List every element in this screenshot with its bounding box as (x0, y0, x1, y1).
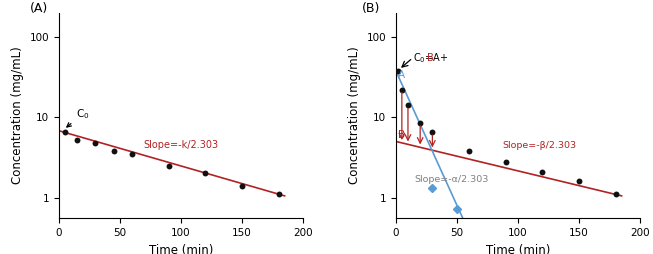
Point (127, 152, 137, 156)
Point (274, 192, 284, 196)
Point (59, 130, 70, 134)
X-axis label: Time (min): Time (min) (149, 244, 213, 254)
Point (163, 164, 174, 168)
Point (393, 69, 404, 73)
Point (500, 160, 511, 164)
Text: C$_0$: C$_0$ (67, 107, 89, 127)
Point (574, 179, 584, 183)
Point (200, 171, 210, 176)
Point (72, 138, 82, 142)
Point (403, 103, 413, 107)
Text: B: B (398, 130, 405, 140)
Text: A: A (398, 70, 405, 80)
Text: Slope=-k/2.303: Slope=-k/2.303 (143, 139, 218, 150)
Text: (B): (B) (362, 3, 380, 15)
Y-axis label: Concentration (mg/mL): Concentration (mg/mL) (348, 47, 361, 184)
Y-axis label: Concentration (mg/mL): Concentration (mg/mL) (11, 47, 24, 184)
Point (464, 149, 474, 153)
Point (236, 184, 247, 188)
Point (537, 170, 547, 174)
Point (108, 149, 119, 153)
Text: C$_0$=A+: C$_0$=A+ (413, 51, 449, 65)
Point (427, 130, 438, 134)
Point (396, 88, 407, 92)
Point (90, 141, 101, 145)
Text: B: B (427, 53, 434, 63)
Text: Slope=-α/2.303: Slope=-α/2.303 (415, 175, 489, 184)
Point (611, 192, 621, 196)
X-axis label: Time (min): Time (min) (486, 244, 550, 254)
Text: Slope=-β/2.303: Slope=-β/2.303 (503, 140, 577, 150)
Point (415, 121, 425, 125)
Text: (A): (A) (29, 3, 48, 15)
